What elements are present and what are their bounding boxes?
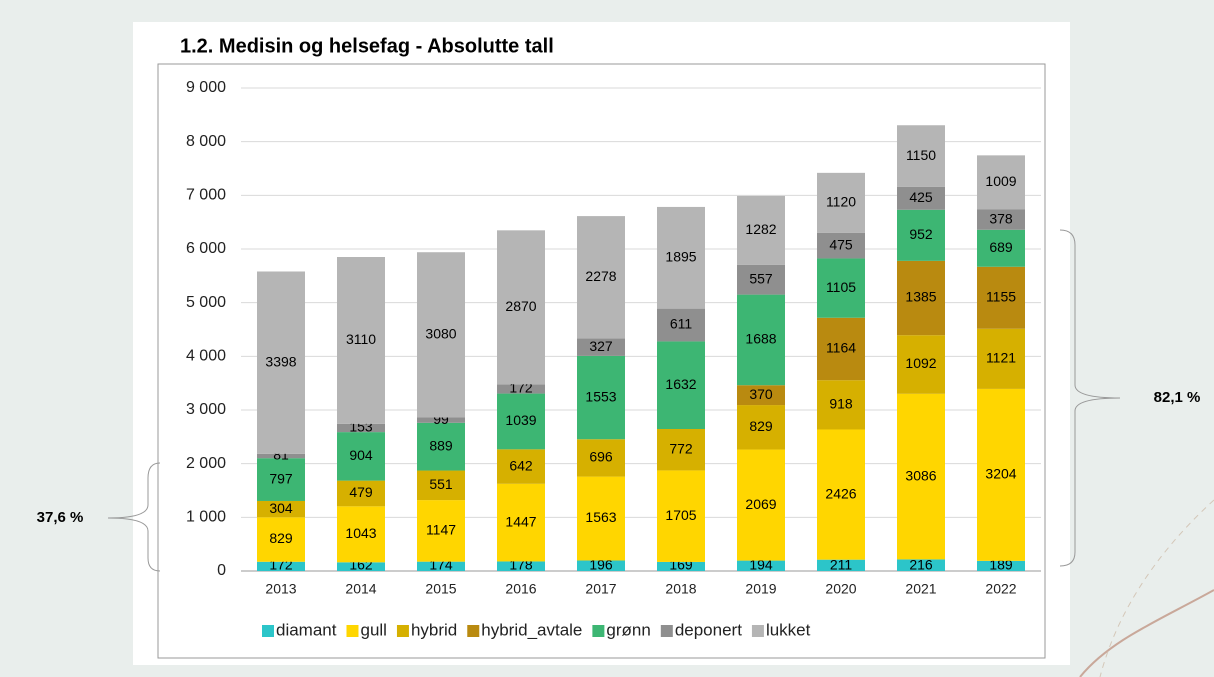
value-label: 952 <box>909 226 933 242</box>
value-label: 3086 <box>905 467 936 483</box>
value-label: 3398 <box>265 353 296 369</box>
y-tick-label: 8 000 <box>186 133 226 150</box>
x-tick-label: 2014 <box>345 581 376 597</box>
value-label: 1164 <box>826 340 856 356</box>
y-tick-label: 2 000 <box>186 455 226 472</box>
value-label: 1688 <box>745 331 776 347</box>
value-label: 2069 <box>745 496 776 512</box>
y-tick-label: 3 000 <box>186 401 226 418</box>
y-tick-label: 4 000 <box>186 348 226 365</box>
value-label: 1092 <box>905 355 936 371</box>
x-tick-label: 2019 <box>745 581 776 597</box>
y-tick-label: 5 000 <box>186 294 226 311</box>
legend-label: deponert <box>675 620 742 639</box>
x-tick-label: 2013 <box>265 581 296 597</box>
legend-label: hybrid <box>411 620 457 639</box>
value-label: 1039 <box>505 412 536 428</box>
value-label: 904 <box>349 447 373 463</box>
value-label: 918 <box>829 396 853 412</box>
value-label: 3204 <box>985 466 1016 482</box>
value-label: 1150 <box>906 147 936 163</box>
value-label: 642 <box>509 457 533 473</box>
value-label: 1121 <box>986 350 1016 366</box>
value-label: 327 <box>589 338 613 354</box>
value-label: 829 <box>749 418 773 434</box>
value-label: 1282 <box>745 221 776 237</box>
annotation: 37,6 % <box>37 509 84 526</box>
decor-curve <box>1080 590 1214 677</box>
x-tick-label: 2018 <box>665 581 696 597</box>
x-tick-label: 2022 <box>985 581 1016 597</box>
value-label: 3110 <box>346 331 376 347</box>
legend-label: gull <box>360 620 386 639</box>
value-label: 551 <box>429 476 453 492</box>
legend-swatch <box>592 625 604 637</box>
value-label: 1563 <box>585 509 616 525</box>
legend-label: grønn <box>606 620 650 639</box>
legend-swatch <box>346 625 358 637</box>
value-label: 2870 <box>505 298 536 314</box>
x-tick-label: 2017 <box>585 581 616 597</box>
y-tick-label: 6 000 <box>186 240 226 257</box>
value-label: 475 <box>829 236 853 252</box>
value-label: 1155 <box>986 288 1016 304</box>
y-tick-label: 1 000 <box>186 509 226 526</box>
value-label: 1120 <box>826 194 856 210</box>
value-label: 1632 <box>665 376 696 392</box>
value-label: 829 <box>269 530 293 546</box>
value-label: 1895 <box>665 248 696 264</box>
x-tick-label: 2021 <box>905 581 936 597</box>
value-label: 479 <box>349 484 373 500</box>
legend-swatch <box>397 625 409 637</box>
legend-label: lukket <box>766 620 811 639</box>
value-label: 425 <box>909 189 933 205</box>
value-label: 378 <box>989 210 1013 226</box>
x-tick-label: 2020 <box>825 581 856 597</box>
value-label: 611 <box>670 316 693 332</box>
y-tick-label: 9 000 <box>186 79 226 96</box>
decor-curve <box>1100 500 1214 677</box>
value-label: 370 <box>749 386 773 402</box>
y-tick-label: 0 <box>217 562 226 579</box>
value-label: 1105 <box>826 279 856 295</box>
value-label: 1147 <box>426 522 456 538</box>
value-label: 557 <box>749 270 773 286</box>
value-label: 1043 <box>345 525 376 541</box>
chart: 1.2. Medisin og helsefag - Absolutte tal… <box>0 0 1214 677</box>
legend-label: diamant <box>276 620 337 639</box>
value-label: 1553 <box>585 388 616 404</box>
legend-swatch <box>752 625 764 637</box>
annotation: 82,1 % <box>1154 389 1201 406</box>
value-label: 772 <box>669 440 693 456</box>
legend-swatch <box>262 625 274 637</box>
x-tick-label: 2016 <box>505 581 536 597</box>
value-label: 1009 <box>985 173 1016 189</box>
page: 1.2. Medisin og helsefag - Absolutte tal… <box>0 0 1214 677</box>
value-label: 689 <box>989 239 1013 255</box>
chart-title: 1.2. Medisin og helsefag - Absolutte tal… <box>180 35 554 57</box>
y-tick-label: 7 000 <box>186 187 226 204</box>
value-label: 1705 <box>665 507 696 523</box>
value-label: 2426 <box>825 485 856 501</box>
value-label: 3080 <box>425 326 456 342</box>
value-label: 304 <box>269 500 293 516</box>
value-label: 1385 <box>905 289 936 305</box>
legend-swatch <box>467 625 479 637</box>
value-label: 2278 <box>585 268 616 284</box>
value-label: 889 <box>429 437 453 453</box>
legend-swatch <box>661 625 673 637</box>
value-label: 696 <box>589 449 613 465</box>
value-label: 1447 <box>505 513 536 529</box>
x-tick-label: 2015 <box>425 581 456 597</box>
legend-label: hybrid_avtale <box>481 620 582 639</box>
value-label: 797 <box>269 470 293 486</box>
